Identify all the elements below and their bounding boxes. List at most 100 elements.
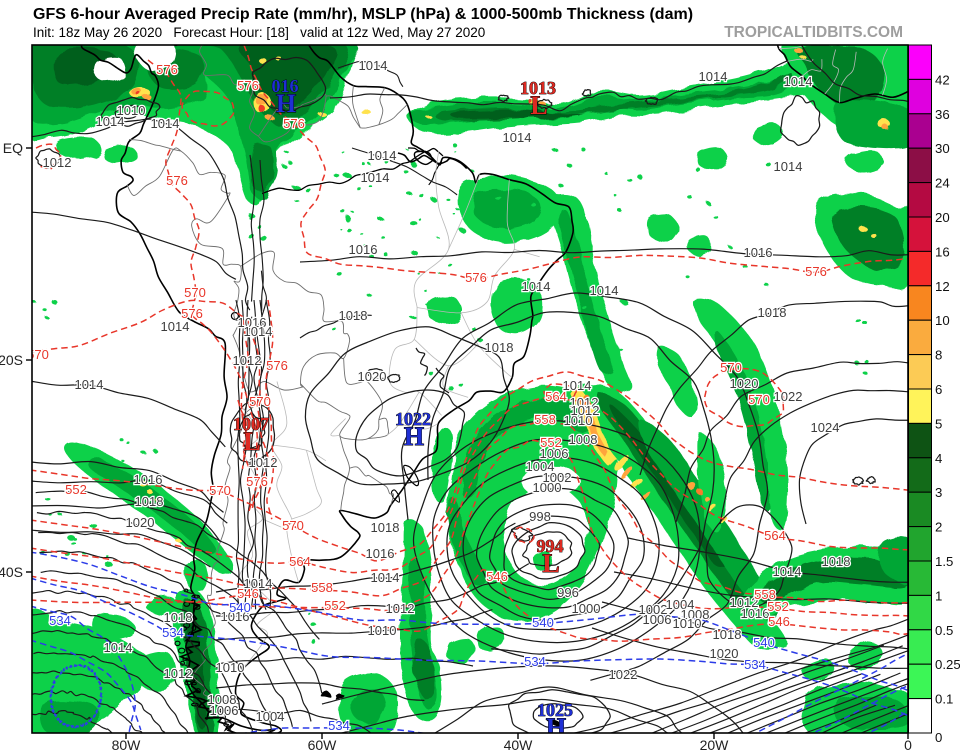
svg-text:1007: 1007	[233, 414, 269, 434]
svg-text:20S: 20S	[0, 352, 23, 368]
svg-text:546: 546	[768, 614, 790, 629]
svg-text:1025: 1025	[537, 700, 573, 720]
svg-text:1014: 1014	[244, 576, 273, 591]
svg-text:996: 996	[557, 585, 579, 600]
svg-text:552: 552	[324, 598, 346, 613]
svg-text:1000: 1000	[572, 601, 601, 616]
svg-text:570: 570	[184, 285, 206, 300]
svg-text:570: 570	[720, 360, 742, 375]
svg-text:1014: 1014	[784, 74, 813, 89]
svg-text:H: H	[276, 89, 296, 118]
svg-text:1018: 1018	[135, 494, 164, 509]
svg-text:552: 552	[65, 482, 87, 497]
svg-text:L: L	[530, 91, 547, 120]
svg-text:1.5: 1.5	[935, 554, 953, 569]
svg-text:564: 564	[764, 528, 786, 543]
svg-text:1016: 1016	[349, 242, 378, 257]
svg-text:EQ: EQ	[3, 140, 23, 156]
svg-text:576: 576	[237, 78, 259, 93]
svg-text:1012: 1012	[386, 601, 415, 616]
svg-text:540: 540	[532, 615, 554, 630]
svg-text:1018: 1018	[822, 554, 851, 569]
svg-text:1016: 1016	[221, 609, 250, 624]
svg-text:40S: 40S	[0, 564, 23, 580]
svg-text:558: 558	[311, 580, 333, 595]
svg-text:540: 540	[753, 635, 775, 650]
svg-text:552: 552	[540, 435, 562, 450]
svg-text:540: 540	[229, 600, 251, 615]
svg-text:534: 534	[524, 654, 546, 669]
svg-text:1014: 1014	[590, 283, 619, 298]
svg-text:1014: 1014	[96, 114, 125, 129]
svg-text:0: 0	[904, 737, 912, 750]
svg-text:534: 534	[162, 625, 184, 640]
svg-text:H: H	[404, 422, 424, 451]
svg-text:2: 2	[935, 520, 942, 535]
svg-text:5: 5	[935, 416, 942, 431]
svg-text:558: 558	[754, 587, 776, 602]
svg-text:1014: 1014	[368, 148, 397, 163]
svg-text:60W: 60W	[308, 737, 338, 750]
svg-text:1016: 1016	[744, 245, 773, 260]
svg-text:1018: 1018	[758, 305, 787, 320]
svg-text:998: 998	[529, 509, 551, 524]
svg-text:1014: 1014	[773, 564, 802, 579]
svg-text:16: 16	[935, 244, 950, 259]
svg-text:534: 534	[744, 657, 766, 672]
svg-text:1: 1	[935, 588, 942, 603]
svg-text:534: 534	[328, 718, 350, 733]
svg-text:1002: 1002	[639, 602, 668, 617]
svg-text:6: 6	[935, 382, 942, 397]
svg-text:1012: 1012	[233, 353, 262, 368]
svg-text:1004: 1004	[256, 709, 285, 724]
svg-text:576: 576	[181, 306, 203, 321]
svg-text:20: 20	[935, 210, 950, 225]
svg-text:1004: 1004	[526, 459, 555, 474]
svg-text:42: 42	[935, 72, 950, 87]
svg-text:1024: 1024	[811, 420, 840, 435]
svg-text:0.5: 0.5	[935, 623, 953, 638]
svg-text:1018: 1018	[371, 520, 400, 535]
svg-text:8: 8	[935, 348, 942, 363]
svg-text:1014: 1014	[75, 377, 104, 392]
svg-text:1020: 1020	[358, 369, 387, 384]
svg-text:1016: 1016	[366, 546, 395, 561]
svg-text:1002: 1002	[543, 470, 572, 485]
svg-text:570: 570	[748, 392, 770, 407]
svg-text:1018: 1018	[485, 340, 514, 355]
svg-text:1020: 1020	[730, 376, 759, 391]
svg-text:1013: 1013	[520, 78, 556, 98]
svg-text:1014: 1014	[503, 130, 532, 145]
svg-text:1008: 1008	[208, 692, 237, 707]
svg-text:1022: 1022	[609, 667, 638, 682]
svg-text:36: 36	[935, 107, 950, 122]
svg-text:1006: 1006	[643, 612, 672, 627]
svg-text:1014: 1014	[244, 324, 273, 339]
svg-text:1010: 1010	[368, 623, 397, 638]
svg-text:20W: 20W	[700, 737, 730, 750]
svg-text:1016: 1016	[741, 606, 770, 621]
svg-text:0.1: 0.1	[935, 692, 953, 707]
svg-text:558: 558	[534, 412, 556, 427]
svg-text:1022: 1022	[395, 409, 431, 429]
svg-text:10: 10	[935, 313, 950, 328]
svg-text:24: 24	[935, 176, 950, 191]
svg-text:1012: 1012	[571, 403, 600, 418]
svg-text:1014: 1014	[151, 116, 180, 131]
svg-text:1014: 1014	[563, 378, 592, 393]
svg-text:1014: 1014	[774, 159, 803, 174]
svg-text:1014: 1014	[361, 170, 390, 185]
svg-text:1012: 1012	[249, 455, 278, 470]
svg-text:546: 546	[486, 569, 508, 584]
svg-text:80W: 80W	[112, 737, 142, 750]
svg-text:1008: 1008	[569, 432, 598, 447]
svg-text:1010: 1010	[564, 413, 593, 428]
svg-text:1012: 1012	[43, 155, 72, 170]
svg-text:1016: 1016	[134, 472, 163, 487]
svg-text:1014: 1014	[699, 69, 728, 84]
svg-text:1014: 1014	[161, 319, 190, 334]
svg-text:GFS 6-hour Averaged Precip Rat: GFS 6-hour Averaged Precip Rate (mm/hr),…	[33, 6, 693, 23]
svg-text:0.25: 0.25	[935, 657, 960, 672]
svg-text:L: L	[243, 427, 260, 456]
svg-text:1020: 1020	[710, 646, 739, 661]
